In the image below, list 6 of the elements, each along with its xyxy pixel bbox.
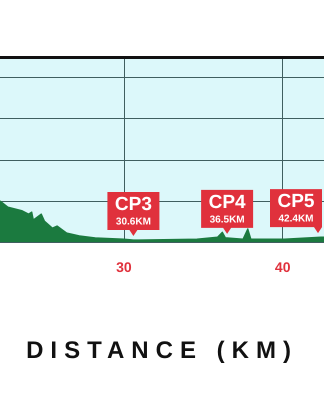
x-axis-title: DISTANCE (KM) (25, 337, 299, 365)
x-tick-label: 30 (116, 259, 132, 275)
annotation: CP3 30.6KM (114, 194, 152, 228)
annotation: CP4 36.5KM (208, 192, 246, 226)
x-tick-label: 40 (274, 259, 291, 275)
annotation: CP5 42.4KM (278, 191, 315, 225)
